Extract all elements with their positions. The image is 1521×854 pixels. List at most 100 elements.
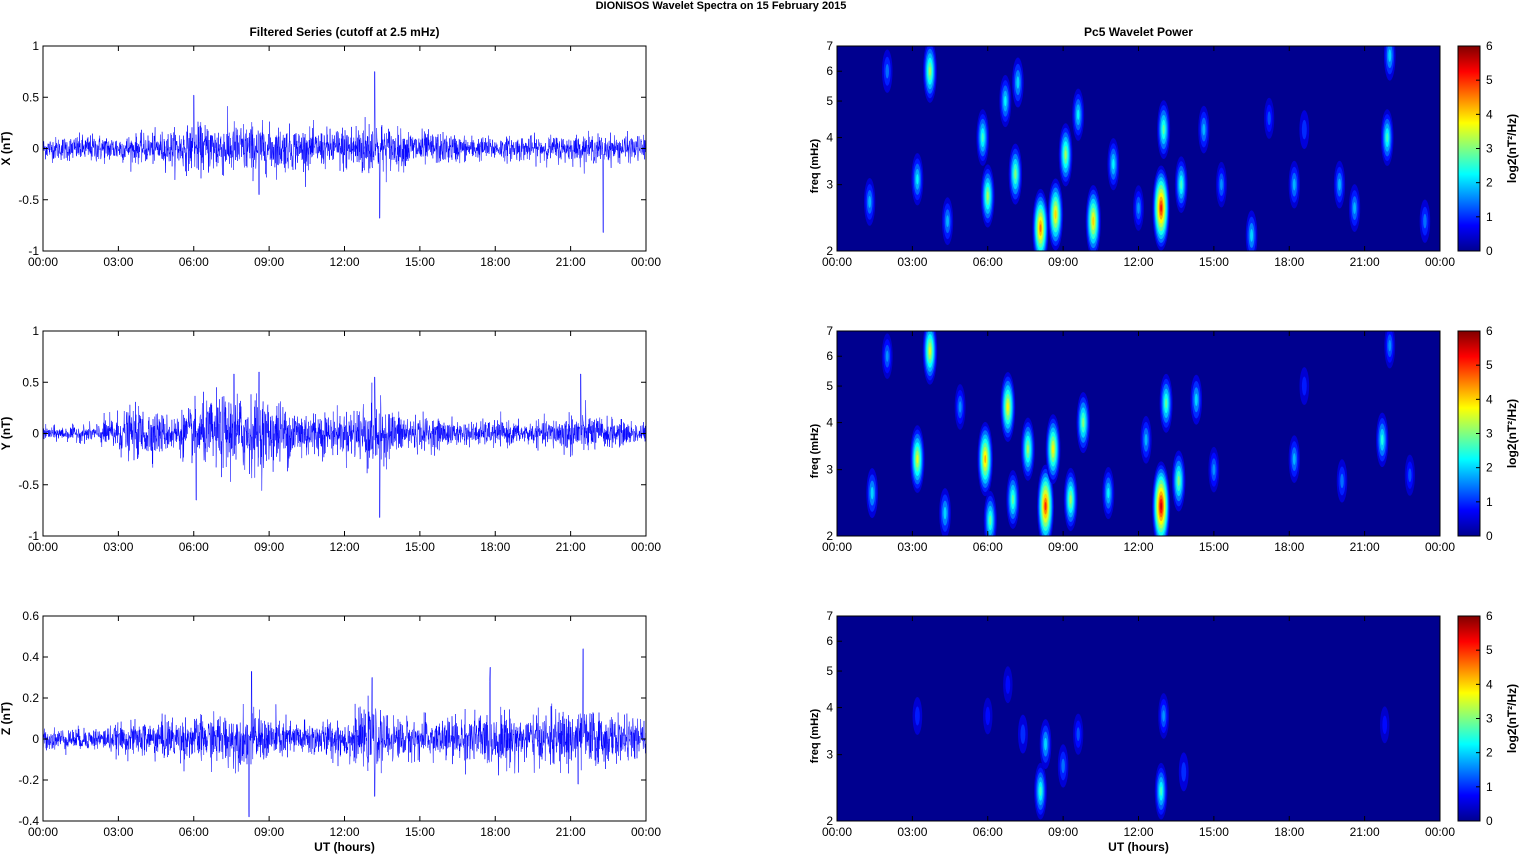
colorbar-tick-label: 1 [1486, 210, 1493, 224]
colorbar-tick-label: 4 [1486, 677, 1493, 691]
power-contour [989, 515, 992, 526]
power-contour [943, 506, 947, 520]
colorbar-tick-label: 5 [1486, 358, 1493, 372]
colorbar-tick-label: 2 [1486, 461, 1493, 475]
series-x-xtick-label: 06:00 [179, 255, 209, 269]
power-contour [1388, 339, 1392, 352]
wavelet-z-xtick-label: 03:00 [897, 825, 927, 839]
power-contour [1052, 444, 1055, 454]
colorbar-tick-label: 4 [1486, 392, 1493, 406]
series-z-ytick-label: 0.6 [22, 609, 39, 623]
series-x-title: Filtered Series (cutoff at 2.5 mHz) [249, 25, 439, 39]
wavelet-y-ytick-label: 6 [826, 349, 833, 363]
power-contour [1092, 216, 1095, 226]
series-z-plot-area [43, 616, 646, 821]
wavelet-x-ylabel: freq (mHz) [809, 138, 821, 193]
series-x-trace [43, 71, 646, 233]
series-x-xtick-label: 15:00 [405, 255, 435, 269]
series-y-trace [43, 371, 646, 518]
power-contour [1026, 444, 1029, 454]
power-contour [1137, 202, 1140, 214]
series-y-ytick-label: -1 [28, 529, 39, 543]
power-contour [1388, 49, 1392, 62]
power-contour [916, 454, 919, 464]
wavelet-z-xtick-label: 15:00 [1199, 825, 1229, 839]
wavelet-z-ytick-label: 3 [826, 748, 833, 762]
power-contour [1338, 178, 1341, 191]
wavelet-z-ytick-label: 6 [826, 634, 833, 648]
series-x-ylabel: X (nT) [0, 132, 13, 166]
power-contour [1004, 95, 1007, 107]
wavelet-y-xtick-label: 18:00 [1274, 540, 1304, 554]
series-z-xtick-label: 18:00 [480, 825, 510, 839]
power-contour [1107, 487, 1110, 499]
wavelet-z-ylabel: freq (mHz) [809, 708, 821, 763]
series-z-trace [43, 648, 646, 818]
power-contour [1160, 204, 1162, 212]
series-z-ytick-label: 0 [32, 732, 39, 746]
power-contour [1165, 398, 1168, 409]
wavelet-y-colorbar-label: log2(nT²/Hz) [1505, 399, 1519, 468]
power-contour [1301, 376, 1307, 396]
series-y-xtick-label: 03:00 [103, 540, 133, 554]
wavelet-z-ytick-label: 4 [826, 701, 833, 715]
series-z-xtick-label: 03:00 [103, 825, 133, 839]
power-contour [981, 132, 984, 143]
power-contour [929, 346, 931, 356]
power-contour [1382, 715, 1388, 735]
wavelet-y-plot-area [837, 331, 1440, 536]
series-z-xtick-label: 15:00 [405, 825, 435, 839]
wavelet-z-colorbar-label: log2(nT²/Hz) [1505, 684, 1519, 753]
wavelet-z-xtick-label: 09:00 [1048, 825, 1078, 839]
series-y-xtick-label: 09:00 [254, 540, 284, 554]
wavelet-x-ytick-label: 5 [826, 94, 833, 108]
power-contour [1112, 158, 1115, 170]
series-x-ytick-label: 0 [32, 142, 39, 156]
series-z-xtick-label: 00:00 [28, 825, 58, 839]
power-contour [1064, 150, 1067, 160]
power-contour [985, 706, 991, 726]
power-contour [1076, 727, 1080, 742]
wavelet-x-xtick-label: 00:00 [1425, 255, 1455, 269]
series-y-xtick-label: 18:00 [480, 540, 510, 554]
power-contour [984, 454, 987, 464]
colorbar-tick-label: 6 [1486, 609, 1493, 623]
series-y-xtick-label: 15:00 [405, 540, 435, 554]
power-contour [870, 486, 874, 500]
wavelet-y-ylabel: freq (mHz) [809, 423, 821, 478]
series-z-xtick-label: 12:00 [329, 825, 359, 839]
series-z-ytick-label: 0.2 [22, 691, 39, 705]
series-z-panel: -0.4 -0.2 0 0.2 0.4 0.6 00:00 03:00 06:00 09:00 12… [0, 609, 661, 854]
series-y-ytick-label: 0.5 [22, 375, 39, 389]
power-contour [868, 195, 872, 208]
power-contour [1267, 111, 1271, 126]
power-contour [1144, 433, 1148, 446]
power-contour [1061, 758, 1065, 774]
colorbar-tick-label: 6 [1486, 324, 1493, 338]
power-contour [1380, 434, 1384, 446]
power-contour [1020, 724, 1026, 744]
series-y-panel: -1 -0.5 0 0.5 1 00:00 03:00 06:00 09:00 12:00 15:0… [0, 324, 661, 554]
power-contour [1212, 463, 1216, 476]
wavelet-x-xtick-label: 21:00 [1350, 255, 1380, 269]
power-contour [885, 350, 889, 362]
colorbar-tick-label: 1 [1486, 495, 1493, 509]
power-contour [1180, 179, 1183, 190]
wavelet-z-xtick-label: 06:00 [973, 825, 1003, 839]
power-contour [1162, 710, 1165, 722]
colorbar-tick-label: 6 [1486, 39, 1493, 53]
series-z-xtick-label: 21:00 [556, 825, 586, 839]
series-y-xtick-label: 00:00 [28, 540, 58, 554]
colorbar-tick-label: 2 [1486, 176, 1493, 190]
colorbar-tick-label: 5 [1486, 73, 1493, 87]
wavelet-y-power-blobs [866, 331, 1415, 536]
power-contour [986, 191, 989, 201]
power-contour [1194, 393, 1198, 406]
power-contour [1039, 786, 1042, 796]
power-contour [1006, 402, 1009, 412]
power-contour [1292, 453, 1296, 466]
power-contour [1220, 178, 1223, 191]
wavelet-z-xlabel: UT (hours) [1108, 840, 1169, 854]
wavelet-x-ytick-label: 4 [826, 131, 833, 145]
power-contour [1044, 737, 1047, 751]
